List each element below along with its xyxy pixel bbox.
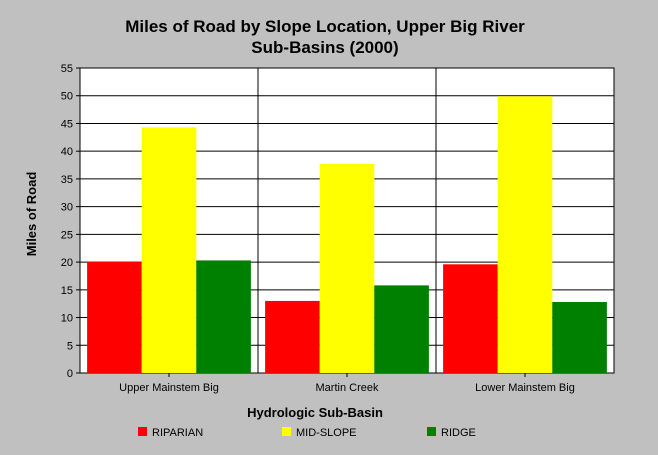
y-tick-label: 35 bbox=[61, 174, 73, 186]
legend-label: MID-SLOPE bbox=[296, 427, 357, 439]
bar-riparian-2 bbox=[443, 264, 498, 373]
x-tick-label: Lower Mainstem Big bbox=[475, 382, 575, 394]
y-tick-label: 15 bbox=[61, 285, 73, 297]
legend-swatch-mid-slope bbox=[282, 427, 291, 436]
bar-mid-slope-0 bbox=[141, 127, 197, 373]
y-axis-title: Miles of Road bbox=[24, 172, 39, 257]
y-tick-label: 20 bbox=[61, 257, 73, 269]
bar-mid-slope-1 bbox=[319, 163, 375, 373]
x-tick-label: Upper Mainstem Big bbox=[119, 382, 219, 394]
x-axis-title: Hydrologic Sub-Basin bbox=[247, 405, 383, 420]
y-tick-label: 30 bbox=[61, 202, 73, 214]
x-axis-ticks: Upper Mainstem Big Martin Creek Lower Main… bbox=[119, 373, 575, 394]
category-separators bbox=[257, 68, 437, 373]
bar-mid-slope-2 bbox=[497, 96, 553, 374]
chart-title-line-2: Sub-Basins (2000) bbox=[251, 38, 398, 57]
legend-swatch-riparian bbox=[138, 427, 147, 436]
bar-riparian-1 bbox=[265, 300, 320, 373]
legend: RIPARIAN MID-SLOPE RIDGE bbox=[138, 427, 476, 439]
bar-ridge-1 bbox=[374, 285, 429, 373]
y-tick-label: 25 bbox=[61, 229, 73, 241]
bar-riparian-0 bbox=[87, 261, 142, 373]
y-axis-ticks: 0 5 10 15 20 25 30 35 40 45 50 55 bbox=[61, 63, 80, 380]
y-tick-label: 0 bbox=[67, 368, 73, 380]
y-tick-label: 10 bbox=[61, 313, 73, 325]
y-tick-label: 40 bbox=[61, 146, 73, 158]
y-tick-label: 55 bbox=[61, 63, 73, 75]
y-tick-label: 5 bbox=[67, 340, 73, 352]
bar-ridge-0 bbox=[196, 260, 251, 373]
x-tick-label: Martin Creek bbox=[316, 382, 379, 394]
chart-title-line-1: Miles of Road by Slope Location, Upper B… bbox=[125, 17, 525, 36]
legend-label: RIPARIAN bbox=[152, 427, 203, 439]
y-tick-label: 45 bbox=[61, 118, 73, 130]
y-tick-label: 50 bbox=[61, 91, 73, 103]
legend-swatch-ridge bbox=[427, 427, 436, 436]
bars bbox=[87, 96, 607, 374]
legend-label: RIDGE bbox=[441, 427, 476, 439]
bar-ridge-2 bbox=[552, 302, 607, 373]
